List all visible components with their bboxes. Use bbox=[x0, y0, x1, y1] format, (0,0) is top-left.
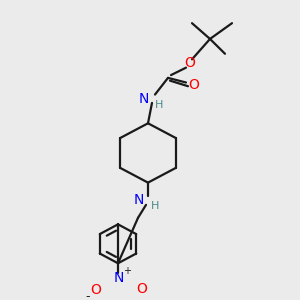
Text: N: N bbox=[134, 193, 144, 207]
Text: O: O bbox=[136, 282, 147, 296]
Text: -: - bbox=[86, 290, 90, 300]
Text: N: N bbox=[114, 271, 124, 285]
Text: +: + bbox=[123, 266, 131, 276]
Text: O: O bbox=[184, 56, 195, 70]
Text: O: O bbox=[91, 283, 101, 297]
Text: H: H bbox=[155, 100, 163, 110]
Text: H: H bbox=[151, 201, 159, 211]
Text: N: N bbox=[139, 92, 149, 106]
Text: O: O bbox=[189, 78, 200, 92]
